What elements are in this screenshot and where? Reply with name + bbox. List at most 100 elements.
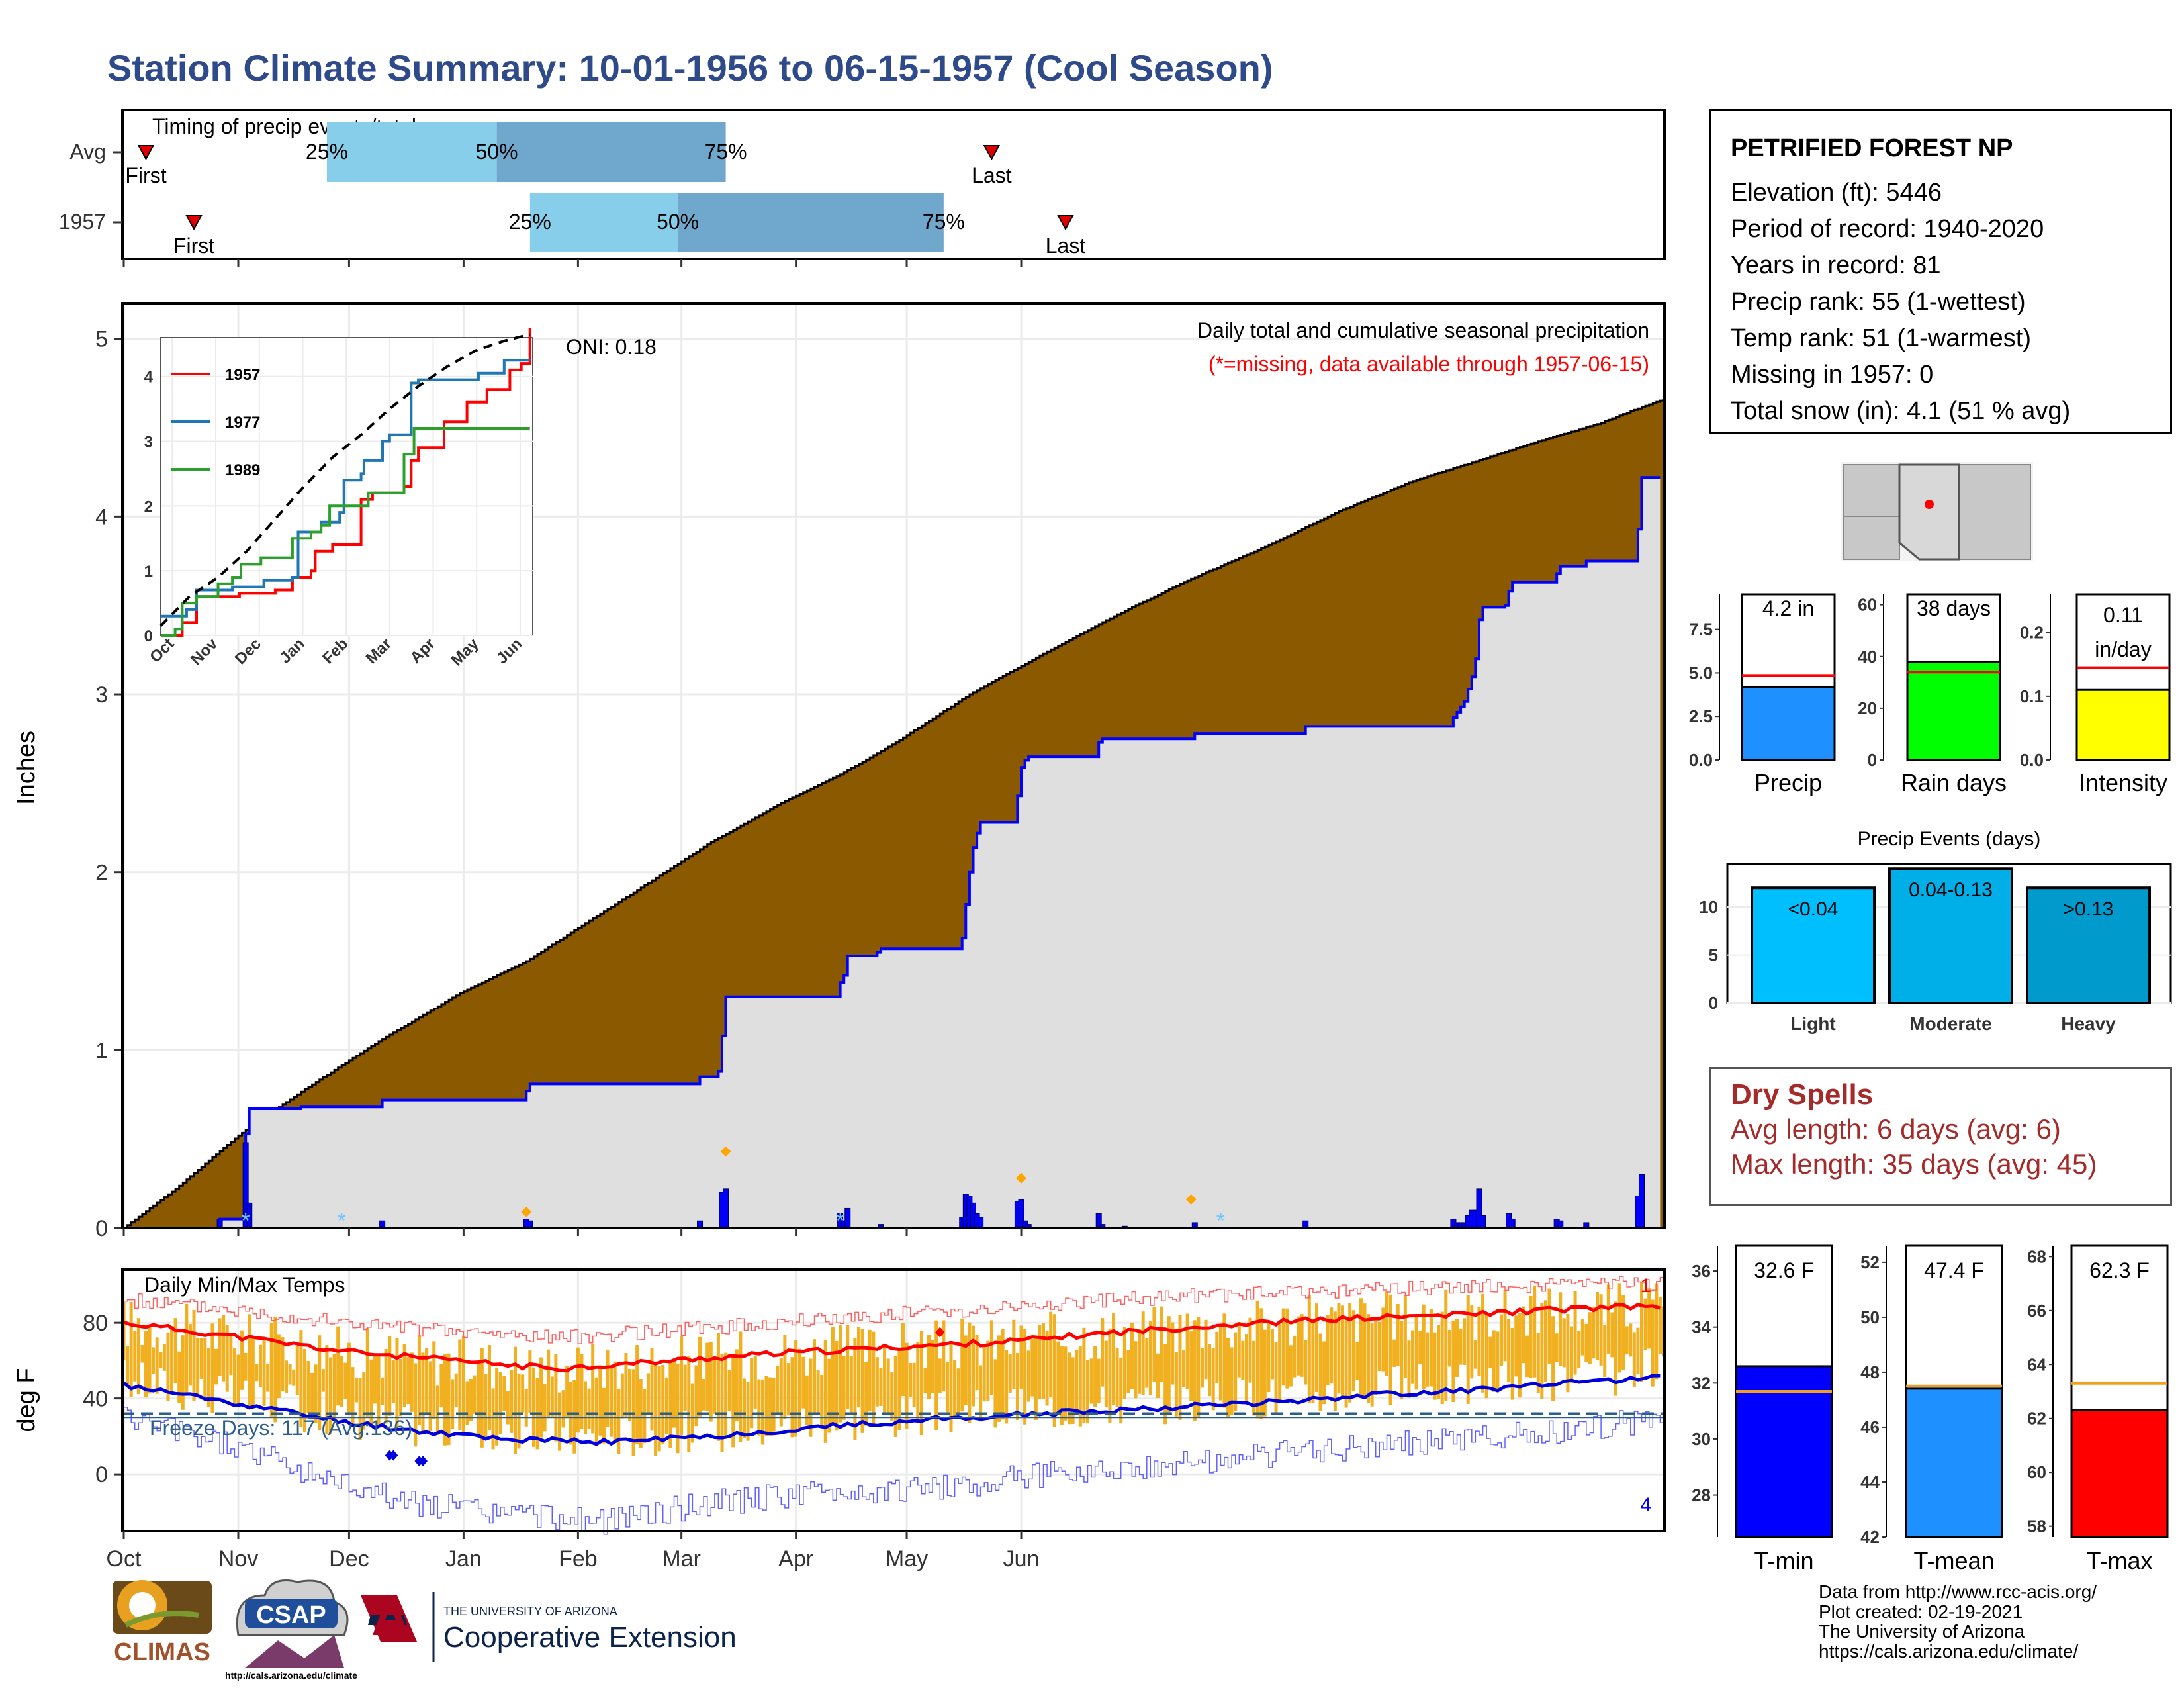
inset-ytick-label: 4 <box>144 369 154 387</box>
temps-daily-bar <box>1052 1314 1056 1427</box>
temps-daily-bar <box>654 1362 658 1456</box>
temps-daily-bar <box>1348 1303 1352 1403</box>
temps-daily-bar <box>399 1358 403 1417</box>
temp-panel-bar <box>2070 1409 2169 1538</box>
temps-daily-bar <box>310 1372 314 1420</box>
temps-daily-bar <box>1108 1328 1112 1423</box>
temps-daily-bar <box>1374 1321 1378 1395</box>
temps-daily-bar <box>643 1389 647 1444</box>
precip-daily-bar <box>1509 1219 1516 1229</box>
timing-first-marker <box>137 145 155 161</box>
timing-p25-label: 25% <box>306 140 348 164</box>
temps-daily-bar <box>897 1348 901 1430</box>
precip-ytick-label: 3 <box>95 682 108 708</box>
temps-daily-bar <box>587 1388 591 1429</box>
temps-daily-bar <box>240 1330 244 1390</box>
precip-panel-ytick-label: 0.2 <box>2020 623 2044 643</box>
map-station-dot <box>1925 500 1934 509</box>
temps-record-low-marker <box>388 1450 398 1461</box>
temps-daily-bar <box>1078 1346 1082 1427</box>
temps-daily-bar <box>676 1363 680 1454</box>
precip-events-ytick-label: 10 <box>1699 897 1718 917</box>
temps-daily-bar <box>1130 1322 1134 1389</box>
station-precip-rank: Precip rank: 55 (1-wettest) <box>1731 288 2026 316</box>
temps-daily-bar <box>698 1336 702 1417</box>
temps-daily-bar <box>1012 1319 1016 1389</box>
temps-daily-bar <box>1451 1321 1455 1402</box>
temps-daily-bar <box>266 1363 270 1392</box>
precip-panel-ytick-label: 0 <box>1868 750 1877 770</box>
precip-ytick-label: 0 <box>95 1216 108 1241</box>
timing-first-label: First <box>125 164 166 187</box>
temps-daily-bar <box>133 1331 137 1382</box>
temps-daily-bar <box>742 1378 746 1438</box>
temps-daily-bar <box>258 1344 262 1387</box>
temps-daily-bar <box>1307 1295 1311 1403</box>
precip-events-ytick-label: 0 <box>1709 993 1718 1013</box>
timing-p75-label: 75% <box>705 140 747 164</box>
temps-daily-bar <box>1522 1306 1525 1364</box>
temps-ylabel: deg F <box>13 1368 40 1432</box>
temps-daily-bar <box>369 1359 373 1427</box>
inset-ytick-label: 2 <box>144 498 153 516</box>
temps-daily-bar <box>779 1358 783 1427</box>
precip-event-marker <box>521 1206 532 1217</box>
temps-daily-bar <box>617 1389 621 1454</box>
temps-daily-bar <box>373 1354 377 1404</box>
temps-daily-bar <box>1042 1323 1046 1399</box>
temps-daily-bar <box>1126 1350 1130 1393</box>
temps-daily-bar <box>856 1327 860 1408</box>
temps-daily-bar <box>1422 1304 1426 1389</box>
temps-daily-bar <box>809 1358 813 1437</box>
temps-daily-bar <box>1171 1322 1175 1385</box>
timing-p50-label: 50% <box>657 210 699 234</box>
temps-daily-bar <box>664 1377 668 1434</box>
temps-daily-bar <box>720 1354 724 1452</box>
temps-daily-bar <box>1536 1332 1540 1393</box>
temps-daily-bar <box>1112 1313 1116 1405</box>
temps-daily-bar <box>439 1364 443 1407</box>
dry-spells-title: Dry Spells <box>1731 1078 1874 1111</box>
station-period: Period of record: 1940-2020 <box>1731 215 2044 243</box>
temps-daily-bar <box>377 1355 381 1427</box>
temps-daily-bar <box>890 1372 894 1421</box>
inset-ytick-label: 0 <box>144 628 153 645</box>
temps-daily-bar <box>170 1325 174 1394</box>
timing-p25-label: 25% <box>509 210 551 234</box>
temps-daily-bar <box>391 1360 395 1403</box>
timing-last-label: Last <box>972 164 1012 187</box>
temps-daily-bar <box>1580 1319 1584 1356</box>
temps-daily-bar <box>447 1353 451 1446</box>
temps-daily-bar <box>1314 1303 1318 1393</box>
temps-daily-bar <box>1588 1312 1592 1364</box>
temps-daily-bar <box>1658 1296 1662 1354</box>
temps-daily-bar <box>328 1357 332 1434</box>
temps-daily-bar <box>613 1361 617 1444</box>
temps-daily-bar <box>166 1332 170 1401</box>
temps-daily-bar <box>177 1351 181 1403</box>
temps-daily-bar <box>1569 1326 1573 1383</box>
temps-daily-bar <box>1045 1331 1049 1406</box>
temps-daily-bar <box>934 1320 938 1430</box>
precip-daily-bar <box>216 1219 223 1229</box>
precip-events-value-label: 0.04-0.13 <box>1909 879 1993 901</box>
temps-daily-bar <box>584 1381 588 1434</box>
temps-daily-bar <box>384 1348 388 1424</box>
temps-daily-bar <box>1038 1325 1042 1399</box>
temps-daily-bar <box>953 1360 957 1417</box>
temps-daily-bar <box>1625 1326 1629 1355</box>
temp-panel-ytick-label: 42 <box>1860 1527 1880 1547</box>
temps-daily-bar <box>1049 1311 1053 1397</box>
temps-xtick-label: Dec <box>329 1546 369 1571</box>
temps-daily-bar <box>1026 1350 1030 1402</box>
temps-daily-bar <box>1075 1350 1079 1409</box>
footer-credits: Data from http://www.rcc-acis.org/ Plot … <box>1819 1582 2097 1662</box>
temps-daily-bar <box>136 1318 140 1395</box>
temps-daily-bar <box>1459 1329 1463 1365</box>
temps-daily-bar <box>1204 1319 1208 1380</box>
precip-event-marker <box>720 1146 731 1157</box>
temps-daily-bar <box>646 1373 650 1415</box>
precip-daily-bar <box>1480 1215 1486 1229</box>
temps-daily-bar <box>739 1331 743 1442</box>
precip-events-xtick-label: Light <box>1790 1013 1835 1034</box>
